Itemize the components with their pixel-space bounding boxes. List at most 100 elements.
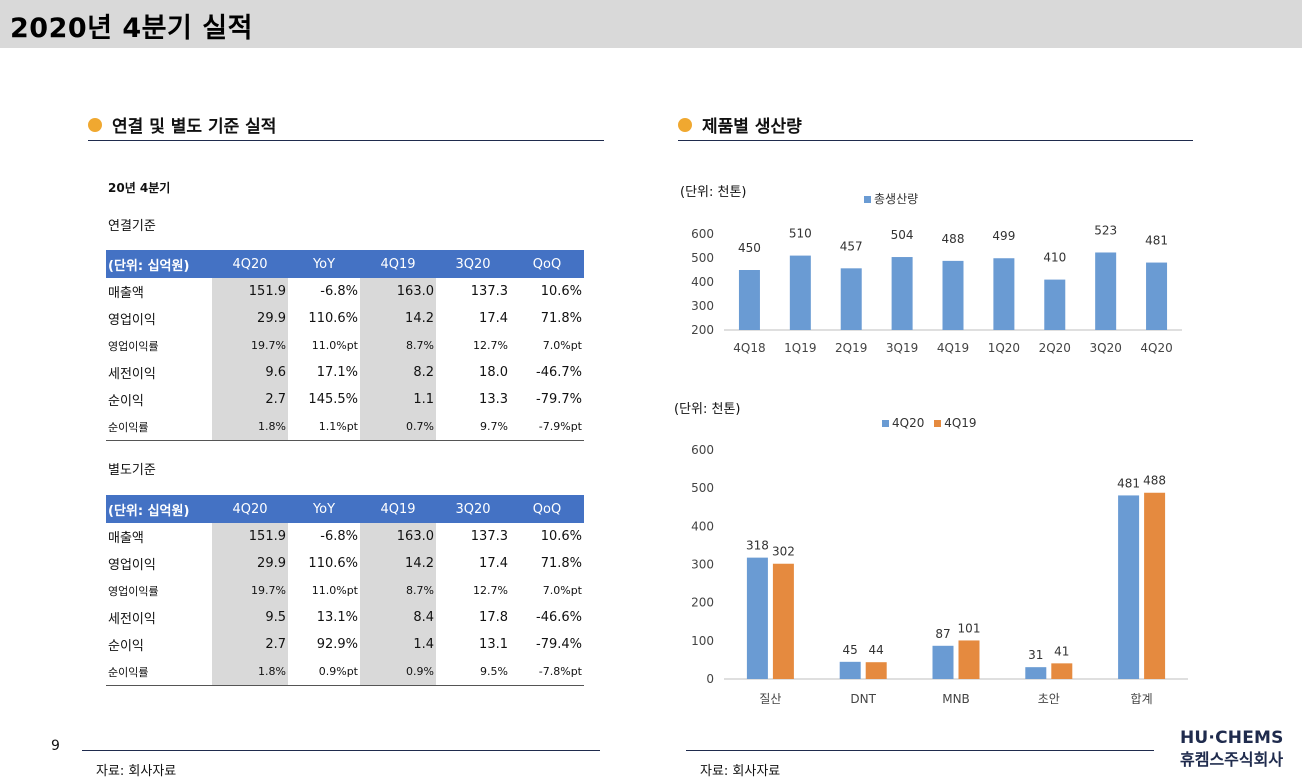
table-row: 영업이익 29.9 110.6% 14.2 17.4 71.8% (106, 305, 584, 332)
y-tick-label: 0 (706, 672, 714, 686)
column-header: 3Q20 (436, 495, 510, 523)
data-label: 302 (772, 545, 795, 559)
table-cell: 151.9 (212, 278, 288, 305)
bar (891, 257, 913, 330)
bullet-dot-icon (678, 118, 692, 132)
bar (746, 557, 768, 679)
table-cell: -6.8% (320, 529, 358, 544)
table-cell: 1.8% (212, 658, 288, 686)
footer-divider (686, 750, 1154, 751)
table-cell: 11.0%pt (311, 584, 358, 597)
bar (840, 268, 862, 330)
data-label: 481 (1117, 476, 1140, 490)
table-cell: 0.9% (360, 658, 436, 686)
table-cell: 11.0%pt (311, 339, 358, 352)
table-cell: 세전이익 (108, 367, 156, 382)
table-cell: 1.4 (360, 631, 436, 658)
table-cell: 8.7% (360, 577, 436, 604)
table-cell: 순이익률 (106, 658, 212, 686)
bar (789, 255, 811, 330)
consolidated-table: (단위: 십억원) 4Q20 YoY 4Q19 3Q20 QoQ 매출액 151.9 -6.8%… (106, 250, 584, 441)
table-cell: 영업이익률 (108, 339, 159, 353)
table-cell: 0.7% (360, 413, 436, 441)
legend-swatch-icon (882, 420, 889, 427)
table-row: 영업이익률 19.7% 11.0%pt 8.7% 12.7% 7.0%pt (106, 332, 584, 359)
table-cell: 110.6% (308, 311, 358, 326)
y-tick-label: 600 (691, 227, 714, 241)
section-header-right: 제품별 생산량 (678, 110, 1193, 141)
y-tick-label: 200 (691, 323, 714, 337)
x-tick-label: 2Q20 (1039, 341, 1071, 355)
table-cell: 137.3 (470, 529, 508, 544)
data-label: 488 (942, 232, 965, 246)
bar (932, 645, 954, 679)
source-right: 자료: 회사자료 (700, 764, 781, 779)
table-cell: -79.7% (536, 392, 582, 407)
table-cell: 12.7% (473, 584, 508, 597)
x-tick-label: 1Q20 (988, 341, 1020, 355)
table-cell: 12.7% (473, 339, 508, 352)
y-tick-label: 600 (691, 443, 714, 457)
table-cell: 10.6% (540, 284, 582, 299)
column-header: YoY (288, 495, 360, 523)
bar (865, 662, 887, 679)
table-cell: 2.7 (212, 631, 288, 658)
table-cell: 92.9% (316, 637, 358, 652)
chart1-legend: 총생산량 (864, 190, 918, 207)
data-label: 41 (1054, 644, 1069, 658)
table-cell: 163.0 (360, 278, 436, 305)
table-row: 순이익률 1.8% 1.1%pt 0.7% 9.7% -7.9%pt (106, 413, 584, 441)
table-row: 영업이익률 19.7% 11.0%pt 8.7% 12.7% 7.0%pt (106, 577, 584, 604)
source-left: 자료: 회사자료 (96, 764, 177, 779)
section-header-left: 연결 및 별도 기준 실적 (88, 110, 604, 141)
separate-table: (단위: 십억원) 4Q20 YoY 4Q19 3Q20 QoQ 매출액 151.9 -6.8%… (106, 495, 584, 686)
legend-label: 4Q19 (944, 416, 977, 430)
table-cell: 7.0%pt (542, 584, 582, 597)
x-tick-label: 4Q18 (733, 341, 765, 355)
y-tick-label: 300 (691, 299, 714, 313)
company-logo: HU·CHEMS 휴켐스주식회사 (1180, 728, 1290, 770)
table-cell: 9.6 (212, 359, 288, 386)
page-title: 2020년 4분기 실적 (10, 13, 253, 44)
x-tick-label: 3Q20 (1089, 341, 1121, 355)
bar (1044, 279, 1066, 330)
table-row: 영업이익 29.9 110.6% 14.2 17.4 71.8% (106, 550, 584, 577)
column-header: 4Q20 (212, 250, 288, 278)
logo-text: HU·CHEMS (1180, 728, 1284, 748)
bar (942, 260, 964, 330)
bullet-dot-icon (88, 118, 102, 132)
chart2-unit-label: (단위: 천톤) (674, 402, 741, 417)
logo-subtext: 휴켐스주식회사 (1180, 750, 1284, 769)
table-cell: -7.9%pt (510, 413, 584, 441)
table-cell: 1.1%pt (288, 413, 360, 441)
table-cell: 13.3 (479, 392, 508, 407)
column-header: 4Q20 (212, 495, 288, 523)
table-cell: 7.0%pt (542, 339, 582, 352)
column-header: (단위: 십억원) (106, 495, 212, 523)
table-cell: 110.6% (308, 556, 358, 571)
bar (958, 640, 980, 679)
table-cell: -6.8% (320, 284, 358, 299)
data-label: 481 (1145, 234, 1168, 248)
data-label: 44 (869, 643, 884, 657)
bar (1025, 667, 1047, 679)
table-cell: 순이익 (108, 394, 144, 409)
table-cell: 71.8% (540, 311, 582, 326)
table-cell: 순이익 (108, 639, 144, 654)
data-label: 523 (1094, 223, 1117, 237)
y-tick-label: 100 (691, 634, 714, 648)
table-cell: 10.6% (540, 529, 582, 544)
table-cell: 8.4 (360, 604, 436, 631)
table-cell: 19.7% (212, 332, 288, 359)
table-cell: 순이익률 (106, 413, 212, 441)
data-label: 410 (1043, 251, 1066, 265)
column-header: QoQ (510, 250, 584, 278)
table-cell: 151.9 (212, 523, 288, 550)
table-cell: 1.1 (360, 386, 436, 413)
x-tick-label: 합계 (1131, 692, 1153, 706)
table-row: 세전이익 9.5 13.1% 8.4 17.8 -46.6% (106, 604, 584, 631)
table-cell: 8.2 (360, 359, 436, 386)
table-cell: 영업이익률 (108, 584, 159, 598)
table-row: 세전이익 9.6 17.1% 8.2 18.0 -46.7% (106, 359, 584, 386)
table-cell: 17.1% (316, 365, 358, 380)
